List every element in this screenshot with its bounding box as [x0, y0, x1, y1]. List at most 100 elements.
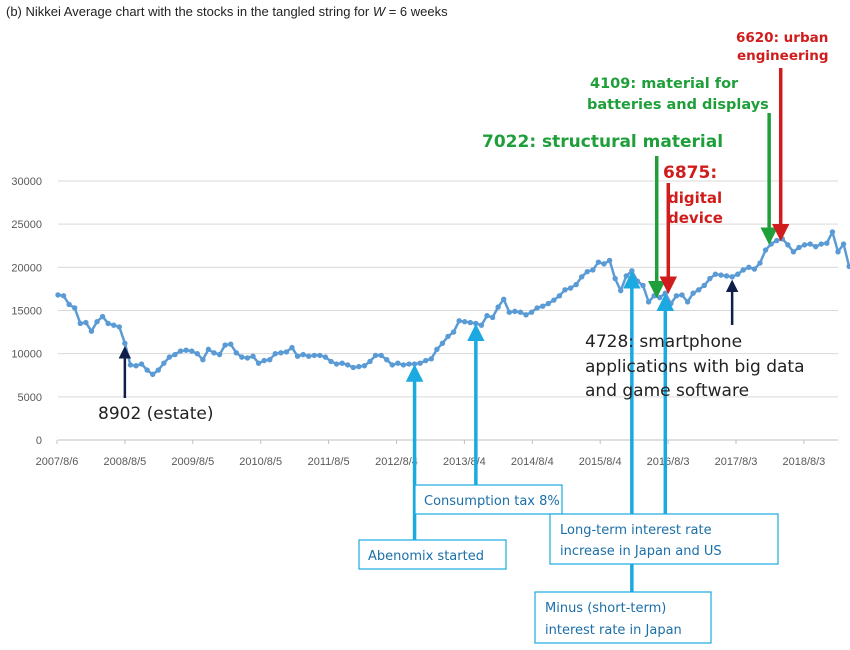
data-point	[211, 350, 217, 356]
x-tick-label: 2008/8/5	[103, 456, 146, 468]
data-point	[634, 278, 641, 284]
data-point	[250, 353, 256, 359]
data-point	[718, 272, 724, 278]
data-point	[445, 333, 451, 340]
data-point	[255, 360, 262, 366]
x-tick-label: 2011/8/5	[308, 456, 350, 468]
data-point	[690, 290, 696, 296]
data-point	[651, 293, 657, 299]
data-point	[813, 243, 819, 250]
data-point	[88, 328, 95, 334]
x-tick-label: 2013/8/4	[443, 456, 486, 468]
annotation-6875: 6875: digital device	[659, 163, 723, 294]
data-point	[322, 354, 329, 360]
data-point	[294, 353, 301, 359]
label-long-term-interest-1: Long-term interest rate	[560, 523, 712, 538]
data-point	[495, 304, 501, 310]
data-point	[517, 309, 524, 315]
data-point	[484, 312, 490, 319]
data-point	[467, 319, 473, 326]
series-nikkei	[55, 229, 850, 378]
data-point	[456, 318, 462, 324]
x-tick-label: 2016/8/3	[647, 456, 690, 468]
data-point	[640, 282, 646, 289]
data-point	[83, 319, 89, 326]
data-point	[239, 354, 245, 360]
data-point	[590, 267, 596, 273]
data-point	[512, 308, 518, 315]
data-point	[757, 260, 763, 266]
data-point	[523, 312, 529, 318]
data-point	[328, 358, 334, 365]
data-point	[194, 350, 200, 357]
data-point	[567, 285, 574, 291]
data-point	[735, 271, 741, 277]
data-point	[462, 319, 468, 325]
chart-title: (b) Nikkei Average chart with the stocks…	[6, 4, 448, 19]
data-point	[423, 357, 429, 364]
data-point	[779, 236, 785, 242]
data-point	[261, 357, 267, 364]
data-point	[300, 351, 306, 358]
data-point	[361, 363, 368, 369]
label-4109-2: batteries and displays	[587, 97, 769, 113]
data-point	[172, 351, 178, 358]
data-point	[551, 297, 557, 303]
annotation-4728: 4728: smartphone applications with big d…	[585, 279, 805, 401]
data-point	[489, 314, 496, 321]
data-point	[545, 300, 551, 307]
data-point	[712, 271, 719, 277]
data-point	[606, 257, 613, 264]
data-point	[367, 358, 373, 365]
data-point	[439, 340, 446, 347]
y-tick-label: 25000	[11, 219, 42, 231]
data-point	[556, 293, 563, 299]
data-point	[506, 309, 512, 315]
data-point	[540, 303, 546, 309]
box-abenomix	[358, 539, 507, 570]
data-point	[601, 261, 607, 267]
box-consumption-tax	[414, 484, 563, 515]
x-tick-label: 2009/8/5	[171, 456, 214, 468]
data-point	[138, 361, 145, 367]
data-point	[723, 273, 730, 279]
data-point	[612, 275, 618, 282]
label-4728-1: 4728: smartphone	[585, 332, 742, 352]
grid-lines	[58, 180, 838, 441]
data-point	[528, 309, 535, 315]
annotation-consumption-tax: Consumption tax 8%	[414, 323, 563, 515]
annotation-8902: 8902 (estate)	[98, 346, 213, 424]
label-minus-interest-2: interest rate in Japan	[545, 623, 682, 638]
data-point	[657, 294, 663, 301]
data-point	[155, 367, 161, 373]
data-point	[701, 282, 707, 289]
data-point	[618, 287, 624, 294]
data-point	[406, 361, 412, 367]
data-point	[668, 300, 674, 307]
data-point	[785, 242, 791, 248]
data-point	[584, 268, 590, 275]
data-point	[77, 320, 83, 327]
data-point	[189, 348, 195, 354]
data-point	[111, 322, 117, 328]
x-tick-label: 2012/8/4	[375, 456, 418, 468]
label-4728-3: and game software	[585, 381, 749, 401]
data-point	[311, 352, 317, 359]
data-point	[306, 353, 312, 359]
data-point	[378, 352, 384, 359]
x-tick-label: 2007/8/6	[36, 456, 79, 468]
data-point	[372, 352, 379, 359]
data-point	[317, 352, 323, 359]
y-tick-label: 10000	[11, 349, 42, 361]
data-point	[411, 361, 418, 367]
data-point	[244, 355, 251, 361]
data-point	[684, 299, 691, 305]
y-tick-label: 30000	[11, 176, 42, 188]
x-tick-label: 2010/8/5	[239, 456, 282, 468]
data-point	[345, 362, 351, 368]
data-point	[283, 349, 290, 355]
data-point	[216, 351, 223, 358]
label-6875-2: digital	[668, 189, 722, 207]
data-point	[122, 340, 128, 347]
data-point	[267, 357, 273, 363]
